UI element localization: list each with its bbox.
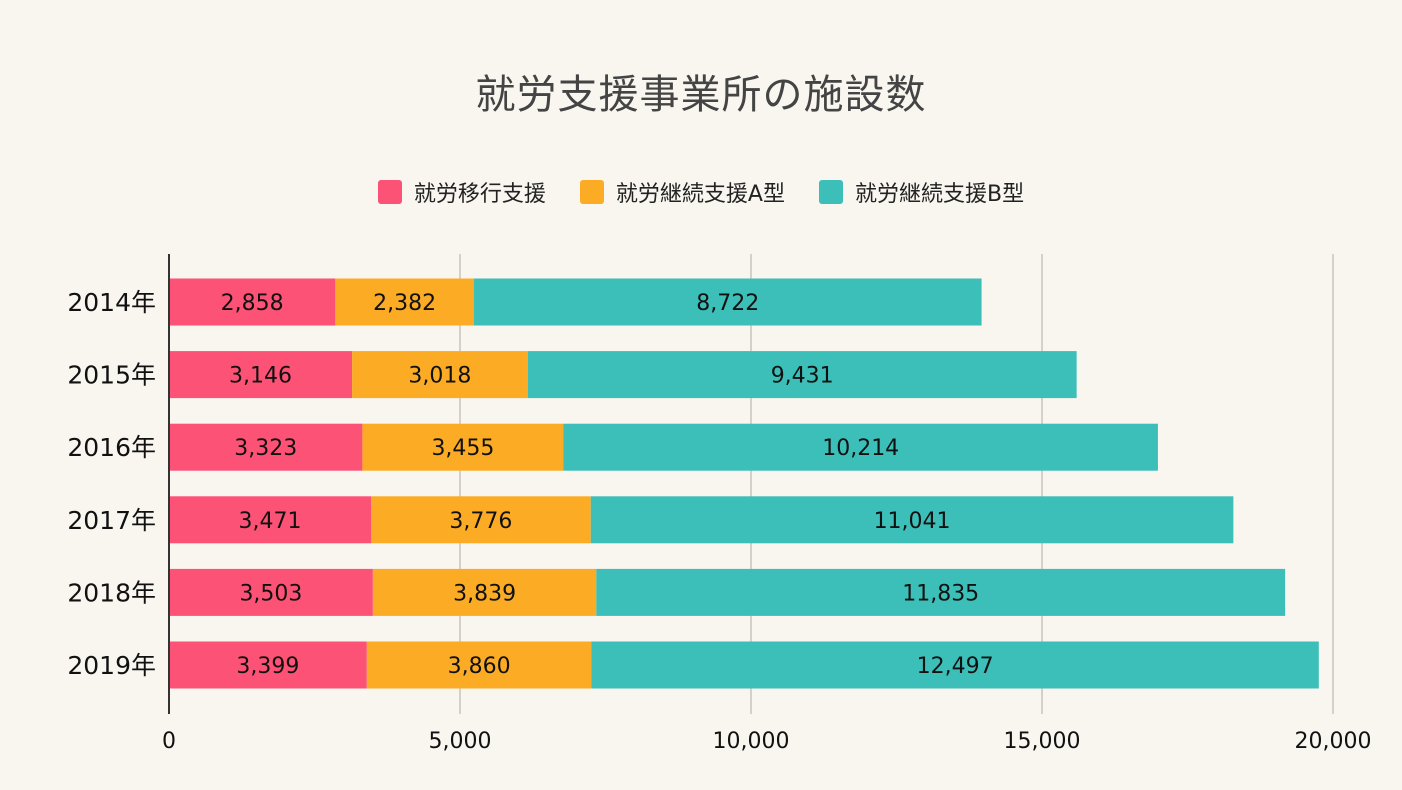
bar-3-series-3 bbox=[563, 423, 1158, 471]
bar-2-series-2 bbox=[352, 351, 528, 399]
legend: 就労移行支援 就労継続支援A型 就労継続支援B型 bbox=[0, 176, 1402, 208]
legend-label-series-3: 就労継続支援B型 bbox=[854, 182, 1025, 207]
bar-6-series-2 bbox=[366, 641, 592, 689]
data-label-3-series-3: 10,214 bbox=[822, 436, 899, 461]
x-tick-label-2: 5,000 bbox=[429, 729, 492, 754]
bar-3-series-2 bbox=[362, 423, 564, 471]
data-label-4-series-2: 3,776 bbox=[449, 509, 512, 534]
data-label-4-series-1: 3,471 bbox=[239, 509, 302, 534]
bar-1-series-3 bbox=[473, 278, 982, 326]
legend-item-series-2[interactable]: 就労継続支援A型 bbox=[579, 176, 785, 208]
data-label-4-series-3: 11,041 bbox=[874, 509, 951, 534]
bar-4-series-1 bbox=[169, 496, 372, 544]
y-tick-label-5: 2018年 bbox=[67, 578, 156, 607]
bar-2-series-3 bbox=[527, 351, 1077, 399]
bar-6-series-3 bbox=[591, 641, 1319, 689]
data-label-2-series-2: 3,018 bbox=[408, 364, 471, 389]
y-tick-label-3: 2016年 bbox=[67, 433, 156, 462]
data-label-3-series-1: 3,323 bbox=[234, 436, 297, 461]
bar-4-series-3 bbox=[590, 496, 1234, 544]
legend-label-series-2: 就労継続支援A型 bbox=[615, 182, 785, 207]
data-label-6-series-3: 12,497 bbox=[917, 654, 994, 679]
data-label-2-series-1: 3,146 bbox=[229, 364, 292, 389]
bar-1-series-1 bbox=[169, 278, 336, 326]
data-label-1-series-3: 8,722 bbox=[696, 291, 759, 316]
x-tick-label-4: 15,000 bbox=[1004, 729, 1081, 754]
y-tick-label-2: 2015年 bbox=[67, 361, 156, 390]
x-tick-label-5: 20,000 bbox=[1295, 729, 1372, 754]
legend-label-series-1: 就労移行支援 bbox=[413, 182, 546, 207]
data-label-5-series-1: 3,503 bbox=[239, 581, 302, 606]
data-label-1-series-2: 2,382 bbox=[373, 291, 436, 316]
bar-6-series-1 bbox=[169, 641, 367, 689]
legend-item-series-3[interactable]: 就労継続支援B型 bbox=[818, 176, 1025, 208]
legend-item-series-1[interactable]: 就労移行支援 bbox=[377, 176, 546, 208]
bar-5-series-1 bbox=[169, 568, 373, 616]
chart-title: 就労支援事業所の施設数 bbox=[475, 72, 927, 118]
bar-5-series-3 bbox=[596, 568, 1286, 616]
legend-swatch-series-1 bbox=[377, 180, 402, 204]
data-label-5-series-3: 11,835 bbox=[902, 581, 979, 606]
legend-swatch-series-3 bbox=[818, 180, 843, 204]
bar-2-series-1 bbox=[169, 351, 353, 399]
data-label-6-series-1: 3,399 bbox=[236, 654, 299, 679]
bar-4-series-2 bbox=[371, 496, 591, 544]
data-label-6-series-2: 3,860 bbox=[448, 654, 511, 679]
bar-5-series-2 bbox=[372, 568, 597, 616]
data-label-5-series-2: 3,839 bbox=[453, 581, 516, 606]
data-label-2-series-3: 9,431 bbox=[771, 364, 834, 389]
y-tick-label-1: 2014年 bbox=[67, 288, 156, 317]
x-tick-label-1: 0 bbox=[162, 729, 176, 754]
y-tick-label-4: 2017年 bbox=[67, 506, 156, 535]
legend-swatch-series-2 bbox=[579, 180, 604, 204]
x-tick-label-3: 10,000 bbox=[713, 729, 790, 754]
data-label-1-series-1: 2,858 bbox=[221, 291, 284, 316]
bar-3-series-1 bbox=[169, 423, 363, 471]
data-label-3-series-2: 3,455 bbox=[431, 436, 494, 461]
bar-1-series-2 bbox=[335, 278, 474, 326]
y-tick-label-6: 2019年 bbox=[67, 651, 156, 680]
